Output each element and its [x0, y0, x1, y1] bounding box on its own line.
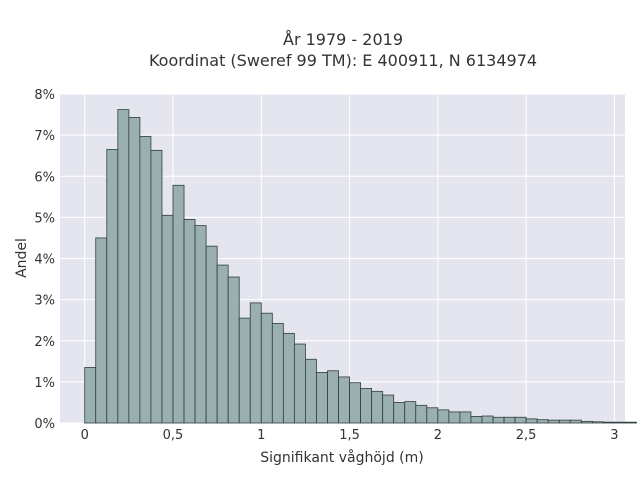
- histogram-bar: [602, 421, 615, 424]
- histogram-bar: [426, 407, 439, 424]
- histogram-bar: [382, 394, 395, 424]
- histogram-bar: [194, 225, 207, 424]
- histogram-bar: [238, 317, 251, 424]
- y-axis-label: Andel: [14, 238, 30, 278]
- y-tick-label: 5%: [34, 211, 55, 226]
- histogram-bar: [139, 135, 152, 424]
- histogram-bar: [448, 411, 461, 424]
- histogram-bar: [84, 367, 97, 424]
- y-tick-label: 7%: [34, 129, 55, 144]
- x-tick-label: 3: [610, 428, 618, 443]
- histogram-bar: [172, 184, 185, 424]
- histogram-bar: [271, 323, 284, 424]
- histogram-bar: [338, 376, 350, 424]
- histogram-bar: [150, 149, 163, 424]
- histogram-bar: [349, 382, 361, 424]
- histogram-bar: [371, 390, 384, 424]
- y-tick-label: 0%: [34, 417, 55, 432]
- histogram-bar: [625, 421, 637, 424]
- histogram-bar: [492, 416, 505, 424]
- histogram-bar: [293, 343, 306, 424]
- histogram-bar: [227, 276, 240, 424]
- x-tick-label: 2,5: [516, 428, 537, 443]
- histogram-bar: [580, 420, 593, 424]
- histogram-bar: [316, 372, 328, 424]
- chart-title: År 1979 - 2019: [283, 30, 403, 49]
- bars: [84, 109, 637, 424]
- x-tick-label: 1,5: [339, 428, 360, 443]
- chart-subtitle: Koordinat (Sweref 99 TM): E 400911, N 61…: [149, 51, 537, 70]
- histogram-bar: [95, 237, 108, 424]
- histogram-bar: [161, 214, 174, 424]
- histogram-bar: [327, 370, 339, 424]
- y-tick-label: 2%: [34, 335, 55, 350]
- histogram-bar: [558, 419, 571, 424]
- y-tick-label: 6%: [34, 170, 55, 185]
- x-tick-label: 2: [434, 428, 442, 443]
- y-tick-label: 4%: [34, 253, 55, 268]
- histogram-bar: [437, 409, 450, 424]
- x-axis-label: Signifikant våghöjd (m): [260, 449, 423, 466]
- histogram-bar: [205, 245, 218, 424]
- histogram-bar: [614, 421, 626, 424]
- histogram-bar: [503, 416, 516, 424]
- histogram-bar: [569, 419, 582, 424]
- histogram-bar: [117, 109, 130, 424]
- histogram-bar: [183, 219, 196, 424]
- x-tick-label: 0,5: [163, 428, 184, 443]
- histogram-bar: [216, 264, 229, 424]
- histogram-bar: [415, 404, 428, 424]
- x-tick-label: 1: [257, 428, 265, 443]
- histogram-bar: [536, 419, 549, 424]
- histogram-bar: [525, 418, 538, 424]
- x-axis-ticks: 0 0,5 1 1,5 2 2,5 3: [81, 428, 619, 443]
- y-tick-label: 3%: [34, 294, 55, 309]
- histogram-bar: [260, 312, 273, 424]
- histogram-bar: [249, 302, 262, 424]
- histogram-bar: [282, 332, 295, 424]
- histogram-bar: [459, 411, 472, 424]
- histogram-bar: [591, 421, 604, 424]
- y-tick-label: 1%: [34, 376, 55, 391]
- histogram-bar: [404, 401, 417, 424]
- histogram-bar: [393, 402, 406, 424]
- y-tick-label: 8%: [34, 88, 55, 103]
- histogram-bar: [305, 358, 317, 424]
- histogram-bar: [128, 117, 141, 424]
- histogram-bar: [470, 416, 483, 424]
- histogram-bar: [547, 419, 560, 424]
- histogram-bar: [514, 416, 527, 424]
- histogram-bar: [360, 388, 373, 424]
- histogram-bar: [481, 415, 494, 424]
- histogram-bar: [106, 149, 119, 424]
- y-axis-ticks: 0% 1% 2% 3% 4% 5% 6% 7% 8%: [34, 88, 55, 432]
- x-tick-label: 0: [81, 428, 89, 443]
